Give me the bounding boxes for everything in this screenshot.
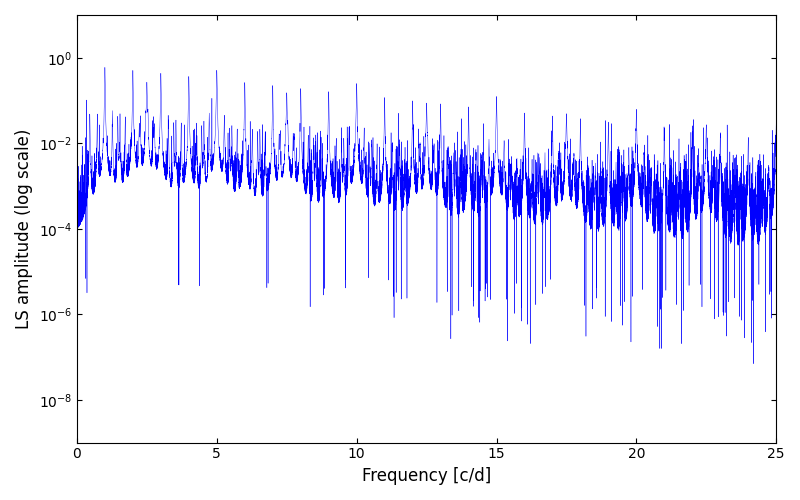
Y-axis label: LS amplitude (log scale): LS amplitude (log scale) [15,128,33,329]
X-axis label: Frequency [c/d]: Frequency [c/d] [362,467,491,485]
